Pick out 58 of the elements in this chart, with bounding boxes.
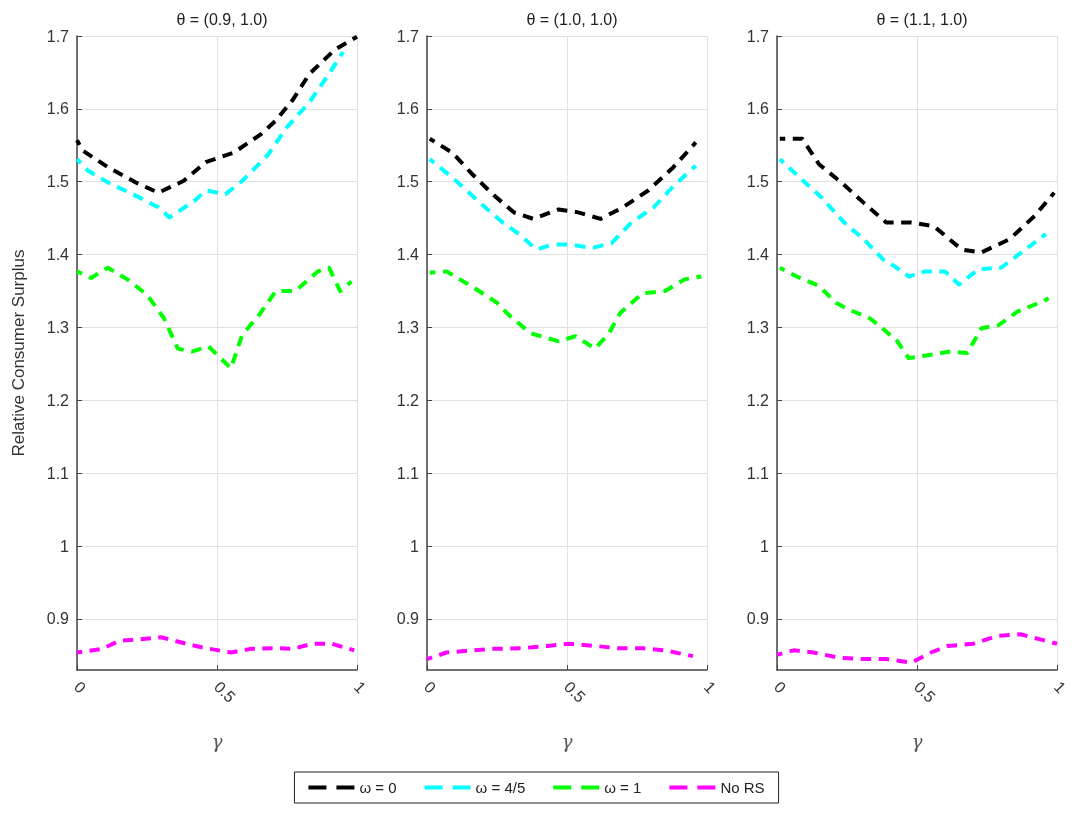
x-axis-title: γ [911,730,923,752]
line-series [75,635,357,655]
y-tick-label: 1.3 [746,318,770,336]
y-tick-label: 1.1 [746,464,770,482]
y-tick-label: 1 [60,537,70,555]
x-tick-label: 0.5 [210,677,239,706]
y-tick-label: 1.3 [396,318,420,336]
line-series [777,136,1057,255]
y-tick-label: 0.9 [396,610,420,628]
y-tick-label: 1.2 [396,391,420,409]
x-tick-label: 0 [770,677,790,697]
line-series [425,641,695,662]
line-series [427,157,698,252]
x-tick-label: 0.5 [910,677,939,706]
y-tick-label: 0.9 [746,610,770,628]
line-series [427,136,698,221]
line-series [75,265,354,371]
x-tick-label: 0 [70,677,90,697]
y-tick-label: 1.5 [396,173,420,191]
x-tick-label: 0 [420,677,440,697]
chart-title: θ = (1.1, 1.0) [876,10,968,28]
chart-title: θ = (0.9, 1.0) [176,10,268,28]
legend-label: No RS [720,779,765,796]
line-series [777,157,1048,287]
y-axis-title: Relative Consumer Surplus [9,249,28,457]
y-tick-label: 1 [410,537,420,555]
y-tick-label: 1.7 [46,27,70,45]
legend-label: ω = 0 [359,779,397,796]
x-axis-title: γ [561,730,573,752]
x-tick-label: 1 [1050,677,1070,697]
y-tick-label: 1.5 [746,173,770,191]
line-series [75,50,345,220]
y-tick-label: 1.1 [46,464,70,482]
y-tick-label: 1.4 [746,246,770,264]
x-axis-title: γ [211,730,223,752]
x-tick-label: 1 [700,677,720,697]
line-series [775,632,1059,665]
chart-title: θ = (1.0, 1.0) [526,10,618,28]
y-tick-label: 1.5 [46,173,70,191]
y-tick-label: 1.2 [46,391,70,409]
line-series [777,265,1051,361]
y-tick-label: 1.4 [46,246,70,264]
y-tick-label: 1 [760,537,770,555]
y-tick-label: 1.7 [396,27,420,45]
y-tick-label: 1.6 [396,100,420,118]
legend-label: ω = 1 [604,779,642,796]
y-tick-label: 1.7 [746,27,770,45]
y-tick-label: 1.6 [746,100,770,118]
x-tick-label: 0.5 [560,677,589,706]
y-tick-label: 1.6 [46,100,70,118]
y-tick-label: 1.2 [746,391,770,409]
legend-label: ω = 4/5 [475,779,526,796]
line-series [427,269,704,351]
y-tick-label: 1.3 [46,318,70,336]
y-tick-label: 0.9 [46,610,70,628]
y-tick-label: 1.1 [396,464,420,482]
y-tick-label: 1.4 [396,246,420,264]
x-tick-label: 1 [350,677,370,697]
